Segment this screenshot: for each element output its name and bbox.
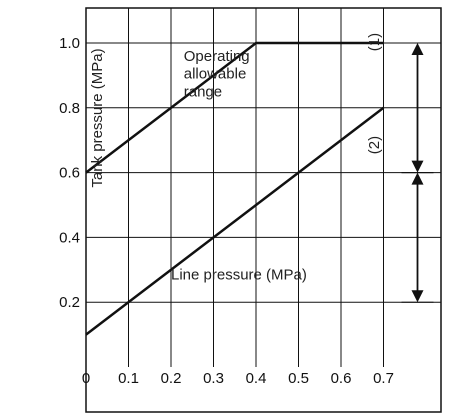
range-arrow-head-bottom-0 [411, 160, 424, 173]
series-label-2: (2) [366, 136, 383, 154]
series-lines [85, 41, 385, 336]
x-tick-label-6: 0.6 [331, 370, 352, 387]
tick-labels: 0 0.1 0.2 0.3 0.4 0.5 0.6 0.7 0.2 0.4 0.6 0.8 1.0 [59, 35, 394, 387]
annotation-3: Line pressure (MPa) [171, 267, 307, 284]
range-arrow-head-top-1 [411, 172, 424, 185]
range-arrow-head-bottom-1 [411, 290, 424, 303]
y-tick-label-3: 0.8 [59, 100, 80, 117]
series-label-1: (1) [366, 33, 383, 51]
grid-lines [86, 8, 441, 367]
annotation-0: Operating [184, 48, 250, 65]
series-labels: (1) (2) [366, 33, 383, 154]
annotation-1: allowable [184, 66, 247, 83]
x-tick-label-5: 0.5 [288, 370, 309, 387]
y-tick-label-0: 0.2 [59, 294, 80, 311]
range-arrows [401, 42, 434, 303]
x-tick-label-0: 0 [82, 370, 90, 387]
series-line-2 [85, 106, 385, 336]
y-axis-label: Tank pressure (MPa) [89, 48, 106, 187]
x-tick-label-1: 0.1 [118, 370, 139, 387]
x-tick-label-4: 0.4 [246, 370, 267, 387]
x-tick-label-3: 0.3 [203, 370, 224, 387]
annotation-2: range [184, 83, 222, 100]
x-tick-label-2: 0.2 [161, 370, 182, 387]
series-line-1 [85, 41, 384, 174]
x-tick-label-7: 0.7 [373, 370, 394, 387]
y-tick-label-2: 0.6 [59, 165, 80, 182]
range-arrow-head-top-0 [411, 43, 424, 55]
plot-frame [85, 7, 442, 413]
y-tick-label-1: 0.4 [59, 229, 80, 246]
y-tick-label-4: 1.0 [59, 35, 80, 52]
